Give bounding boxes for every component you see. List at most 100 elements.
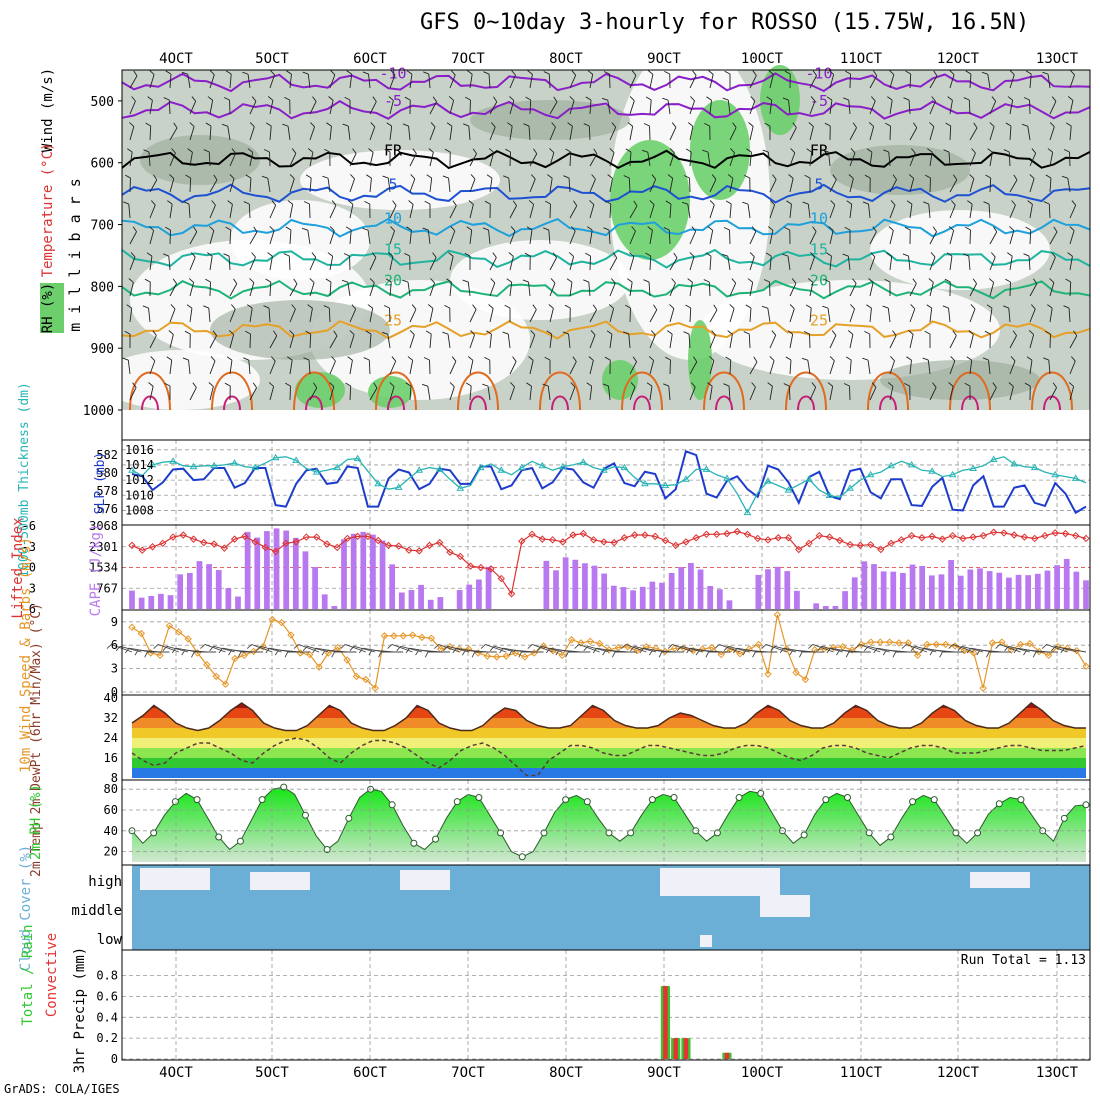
cape-bar	[996, 573, 1002, 609]
rh2m-marker	[454, 799, 460, 805]
cape-bar	[813, 603, 819, 609]
cape-bar	[582, 563, 588, 609]
cape-bar	[322, 594, 328, 609]
rh2m-marker	[1061, 815, 1067, 821]
cape-bar	[987, 571, 993, 609]
rh2m-marker	[584, 799, 590, 805]
slp-line	[132, 451, 1086, 512]
cape-bar	[640, 587, 646, 609]
slp-tick-label: 1008	[125, 503, 154, 517]
cape-bar	[698, 570, 704, 609]
temp-tick-label: 40	[104, 691, 118, 705]
slp-tick-label: 1010	[125, 488, 154, 502]
x-tick-label-top: 5OCT	[255, 51, 289, 67]
x-tick-label-bottom: 13OCT	[1036, 1065, 1079, 1081]
cape-bar	[775, 567, 781, 609]
cape-bar	[659, 583, 665, 609]
rh2m-marker	[172, 799, 178, 805]
cape-bar	[254, 538, 260, 609]
cape-bar	[370, 535, 376, 609]
cape-bar	[1035, 574, 1041, 609]
rh2m-marker	[519, 854, 525, 860]
x-tick-label-top: 10OCT	[741, 51, 784, 67]
precip-axis-label: 3hr Precip (mm)	[72, 947, 88, 1073]
x-tick-label-bottom: 11OCT	[840, 1065, 883, 1081]
cape-bar	[206, 564, 212, 609]
wind-panel-frame	[122, 610, 1090, 695]
temp-band	[122, 748, 1090, 758]
cape-bar	[1054, 565, 1060, 609]
cape-bar	[264, 531, 270, 609]
temp-band	[122, 738, 1090, 748]
chart-title: GFS 0~10day 3-hourly for ROSSO (15.75W, …	[420, 10, 1029, 35]
cape-bar	[332, 606, 338, 609]
rh2m-marker	[649, 797, 655, 803]
cape-bar	[717, 589, 723, 609]
wind-barb-flag	[846, 652, 849, 657]
isotherm-label: 10	[810, 210, 828, 228]
cape-bar	[621, 587, 627, 609]
x-tick-label-bottom: 7OCT	[451, 1065, 485, 1081]
x-tick-label-bottom: 5OCT	[255, 1065, 289, 1081]
isotherm-label: 15	[810, 241, 828, 259]
temp-tick-label: 24	[104, 731, 118, 745]
x-tick-label-top: 6OCT	[353, 51, 387, 67]
cape-bar	[910, 565, 916, 609]
slp-tick-label: 1014	[125, 458, 154, 472]
cape-bar	[727, 600, 733, 609]
cape-bar	[544, 561, 550, 609]
rh-tick-label: 80	[104, 782, 118, 796]
rh-moist-region	[690, 100, 750, 200]
wind-barb-flag	[799, 652, 802, 657]
x-tick-label-bottom: 10OCT	[741, 1065, 784, 1081]
wind-barb-flag	[659, 652, 662, 657]
wind-barb-flag	[575, 644, 579, 648]
cape-bar	[678, 567, 684, 609]
cape-bar	[611, 586, 617, 609]
isotherm-label: 20	[810, 271, 828, 289]
cape-bar	[139, 598, 145, 609]
temp-tick-label: 16	[104, 751, 118, 765]
x-tick-label-top: 13OCT	[1036, 51, 1079, 67]
rh2m-marker	[346, 815, 352, 821]
x-tick-label-bottom: 8OCT	[549, 1065, 583, 1081]
cape-bar	[216, 570, 222, 609]
cloud-clear-gap	[760, 895, 810, 917]
cape-bar	[409, 590, 415, 609]
slp-tick-label: 1012	[125, 473, 154, 487]
cape-bar	[862, 561, 868, 609]
precip-tick-label: 0	[111, 1052, 118, 1066]
x-tick-label-top: 8OCT	[549, 51, 583, 67]
x-tick-label-top: 4OCT	[159, 51, 193, 67]
wind-barb-flag	[154, 644, 158, 648]
isotherm-label: 5	[814, 176, 823, 194]
cape-bar	[438, 597, 444, 609]
slp-axis-label: SLP (mb)	[93, 452, 108, 515]
cape-bar	[842, 591, 848, 609]
cape-bar	[784, 571, 790, 609]
rh2m-marker	[1083, 802, 1089, 808]
temp-band	[122, 768, 1090, 778]
cape-bar	[688, 563, 694, 609]
cape-bar	[457, 590, 463, 609]
wind-barb-flag	[1033, 652, 1036, 657]
wind-barb-flag	[472, 652, 475, 657]
y-tick-label: 500	[91, 95, 114, 110]
cape-bar	[360, 532, 366, 609]
cape-bar	[650, 582, 656, 609]
cloud-clear-gap	[700, 935, 712, 947]
wind-barb-flag	[612, 652, 615, 657]
cloud-clear-gap	[970, 872, 1030, 888]
y-tick-label: 900	[91, 342, 114, 357]
cape-bar	[389, 564, 395, 609]
precip-tick-label: 0.8	[96, 969, 118, 983]
isotherm-label: 25	[810, 312, 828, 330]
cape-bar	[168, 595, 174, 609]
rh2m-marker	[433, 836, 439, 842]
cape-bar	[823, 606, 829, 609]
cape-bar	[977, 568, 983, 609]
precip-tick-label: 0.2	[96, 1031, 118, 1045]
